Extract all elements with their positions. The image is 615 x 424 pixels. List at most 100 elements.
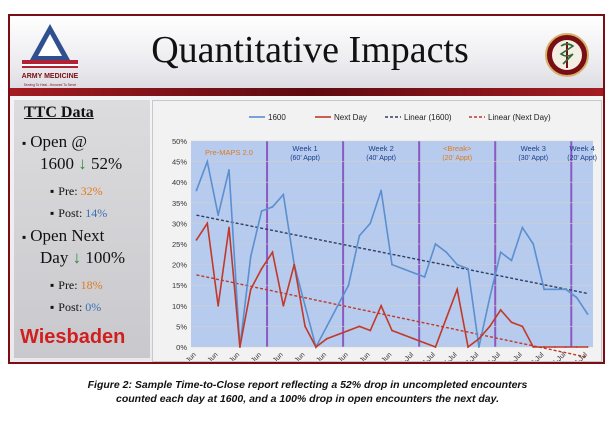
data-point: [347, 284, 350, 287]
figure-caption: Figure 2: Sample Time-to-Close report re…: [0, 378, 615, 406]
data-point: [369, 329, 372, 332]
period-label: Week 3: [521, 144, 546, 153]
post-1600: ▪ Post: 14%: [50, 206, 108, 220]
legend-label: Linear (Next Day): [488, 113, 551, 122]
post-next-day: ▪ Post: 0%: [50, 300, 102, 314]
data-point: [249, 288, 252, 291]
data-point: [499, 251, 502, 254]
data-point: [391, 263, 393, 266]
y-tick-label: 50%: [172, 137, 187, 146]
y-tick-label: 15%: [172, 281, 187, 290]
y-tick-label: 45%: [172, 158, 187, 167]
y-tick-label: 10%: [172, 302, 187, 311]
data-point: [521, 226, 524, 229]
data-point: [478, 337, 480, 340]
open-next-day-line: ▪ Open Next: [22, 226, 105, 245]
pre-next-day: ▪ Pre: 18%: [50, 278, 103, 292]
data-point: [554, 288, 556, 291]
data-point: [282, 193, 285, 196]
data-point: [228, 168, 230, 171]
period-label: Week 1: [292, 144, 317, 153]
ttc-chart-svg: Pre-MAPS 2.0 Week 1 (60' Appt) Week 2 (40' A…: [172, 113, 597, 362]
data-point: [217, 304, 220, 307]
data-point: [543, 346, 546, 348]
x-tick-label: 15-Jun: [221, 351, 241, 361]
open-1600-line: ▪ Open @: [22, 132, 87, 151]
data-point: [554, 346, 556, 348]
data-point: [423, 276, 426, 278]
data-point: [434, 346, 437, 348]
data-point: [499, 309, 502, 311]
data-point: [271, 206, 274, 208]
data-point: [358, 325, 361, 328]
open-next-day-value: Day ↓ 100%: [40, 248, 125, 267]
y-tick-label: 35%: [172, 199, 187, 208]
data-point: [271, 251, 274, 254]
data-point: [315, 346, 317, 348]
data-point: [575, 296, 578, 299]
data-point: [380, 304, 383, 307]
x-tick-label: 19-Jun: [265, 351, 285, 361]
slide-title: Quantitative Impacts: [151, 29, 469, 71]
data-point: [510, 259, 513, 262]
period-label: <Break>: [443, 144, 472, 153]
data-point: [391, 329, 393, 332]
data-point: [401, 333, 404, 336]
data-point: [510, 321, 513, 324]
medical-corps-insignia-icon: [545, 33, 589, 77]
data-point: [195, 238, 198, 241]
x-tick-label: 7-Jul: [465, 351, 481, 361]
data-point: [282, 304, 285, 307]
trendline: [196, 274, 588, 358]
data-point: [575, 346, 578, 348]
x-tick-label: 13-Jul: [527, 351, 546, 361]
data-point: [358, 234, 361, 237]
data-point: [304, 325, 306, 328]
y-tick-label: 40%: [172, 178, 187, 187]
ttc-chart: Pre-MAPS 2.0 Week 1 (60' Appt) Week 2 (40' A…: [152, 100, 602, 362]
x-tick-label: 21-Jun: [286, 351, 306, 361]
down-arrow-icon: ↓: [78, 154, 87, 173]
x-tick-label: 9-Jul: [486, 351, 502, 361]
data-point: [206, 222, 209, 225]
period-label: Week 2: [368, 144, 393, 153]
x-tick-label: 25-Jun: [330, 351, 350, 361]
legend-label: 1600: [268, 113, 286, 122]
y-tick-label: 25%: [172, 240, 187, 249]
data-point: [347, 329, 350, 332]
header-band: [10, 88, 603, 96]
data-point: [206, 160, 209, 163]
data-point: [412, 271, 415, 274]
x-tick-label: 29-Jun: [373, 351, 393, 361]
logo-tagline: Serving To Heal...Honored To Serve: [24, 83, 77, 87]
data-point: [260, 210, 263, 212]
data-point: [238, 346, 241, 348]
pre-1600: ▪ Pre: 32%: [50, 184, 103, 198]
period-label: Week 4: [569, 144, 594, 153]
down-arrow-icon: ↓: [72, 248, 82, 267]
slide: ARMY MEDICINE Serving To Heal...Honored …: [8, 14, 605, 364]
data-point: [521, 325, 524, 328]
y-tick-label: 20%: [172, 261, 187, 270]
data-point: [412, 337, 415, 340]
data-point: [467, 267, 469, 270]
data-point: [586, 313, 589, 315]
period-sublabel: (20' Appt): [442, 155, 472, 162]
data-point: [488, 296, 491, 299]
data-point: [445, 317, 448, 320]
data-point: [445, 251, 448, 254]
data-point: [336, 333, 339, 336]
y-tick-label: 0%: [176, 343, 187, 352]
period-sublabel: (30' Appt): [518, 155, 548, 162]
slide-header: ARMY MEDICINE Serving To Heal...Honored …: [10, 16, 603, 94]
open-1600-value: 1600 ↓ 52%: [40, 154, 123, 173]
data-point: [195, 189, 198, 192]
logo-text: ARMY MEDICINE: [22, 73, 79, 80]
x-tick-label: 15-Jul: [549, 351, 568, 361]
data-point: [380, 189, 383, 192]
data-point: [217, 214, 220, 217]
data-point: [260, 267, 263, 270]
army-medicine-logo: ARMY MEDICINE Serving To Heal...Honored …: [22, 24, 79, 87]
data-point: [434, 243, 437, 245]
data-point: [586, 346, 589, 348]
